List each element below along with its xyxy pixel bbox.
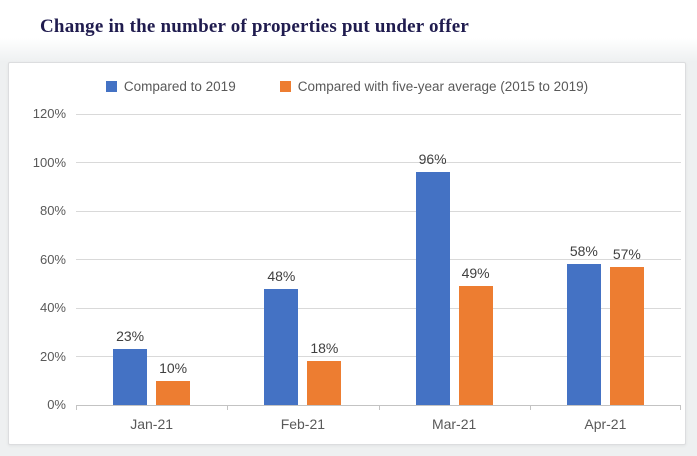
y-axis-tick-label: 40%: [39, 300, 66, 315]
bar-jan-21-series-2: [156, 380, 191, 405]
data-label: 10%: [159, 359, 188, 376]
data-label: 49%: [461, 265, 490, 282]
y-axis-tick-label: 0%: [47, 397, 66, 412]
y-axis-tick-label: 100%: [32, 154, 66, 170]
legend-item-five-year-average: Compared with five-year average (2015 to…: [279, 79, 589, 94]
data-label: 48%: [267, 267, 296, 284]
legend-label: Compared to 2019: [123, 79, 236, 94]
page-title: Change in the number of properties put u…: [40, 16, 470, 37]
gridline: [76, 259, 681, 260]
bar-feb-21-series-2: [307, 361, 342, 405]
x-axis-tick: [680, 405, 681, 410]
bar-jan-21-series-1: [113, 349, 148, 405]
x-axis-tick: [76, 405, 77, 410]
x-axis-line: [76, 405, 681, 406]
chart-panel: Compared to 2019 Compared with five-year…: [8, 62, 686, 445]
data-label: 23%: [116, 328, 145, 345]
gridline: [76, 307, 681, 309]
bar-feb-21-series-1: [264, 288, 299, 405]
x-axis-tick: [530, 405, 531, 410]
plot-area: 0% 20% 40% 60% 80% 100% 120% 23% 10% Jan-21 48% 18%…: [33, 106, 681, 432]
bar-mar-21-series-1: [415, 172, 450, 405]
gridline: [76, 210, 681, 212]
y-axis-tick-label: 80%: [39, 203, 66, 218]
data-label: 18%: [310, 340, 339, 357]
data-label: 58%: [569, 243, 598, 260]
bar-apr-21-series-1: [566, 264, 601, 405]
legend-marker-blue-icon: [105, 81, 117, 92]
x-axis-category-label: Feb-21: [280, 416, 326, 432]
chart-legend: Compared to 2019 Compared with five-year…: [9, 79, 685, 94]
x-axis-category-label: Jan-21: [130, 416, 174, 432]
gridline: [76, 113, 681, 115]
x-axis-category-label: Apr-21: [584, 416, 627, 432]
legend-marker-orange-icon: [279, 81, 291, 92]
data-label: 57%: [612, 245, 641, 262]
x-axis-tick: [227, 405, 228, 410]
y-axis-tick-label: 20%: [39, 348, 66, 364]
bar-mar-21-series-2: [458, 286, 493, 405]
x-axis-tick: [379, 405, 380, 410]
data-label: 96%: [418, 151, 447, 168]
gridline: [76, 162, 681, 163]
bar-apr-21-series-2: [609, 266, 644, 405]
y-axis-tick-label: 60%: [39, 251, 66, 267]
legend-item-compared-to-2019: Compared to 2019: [105, 79, 236, 94]
y-axis-tick-label: 120%: [32, 106, 66, 121]
gridline: [76, 356, 681, 357]
legend-label: Compared with five-year average (2015 to…: [297, 79, 589, 94]
x-axis-category-label: Mar-21: [431, 416, 477, 432]
